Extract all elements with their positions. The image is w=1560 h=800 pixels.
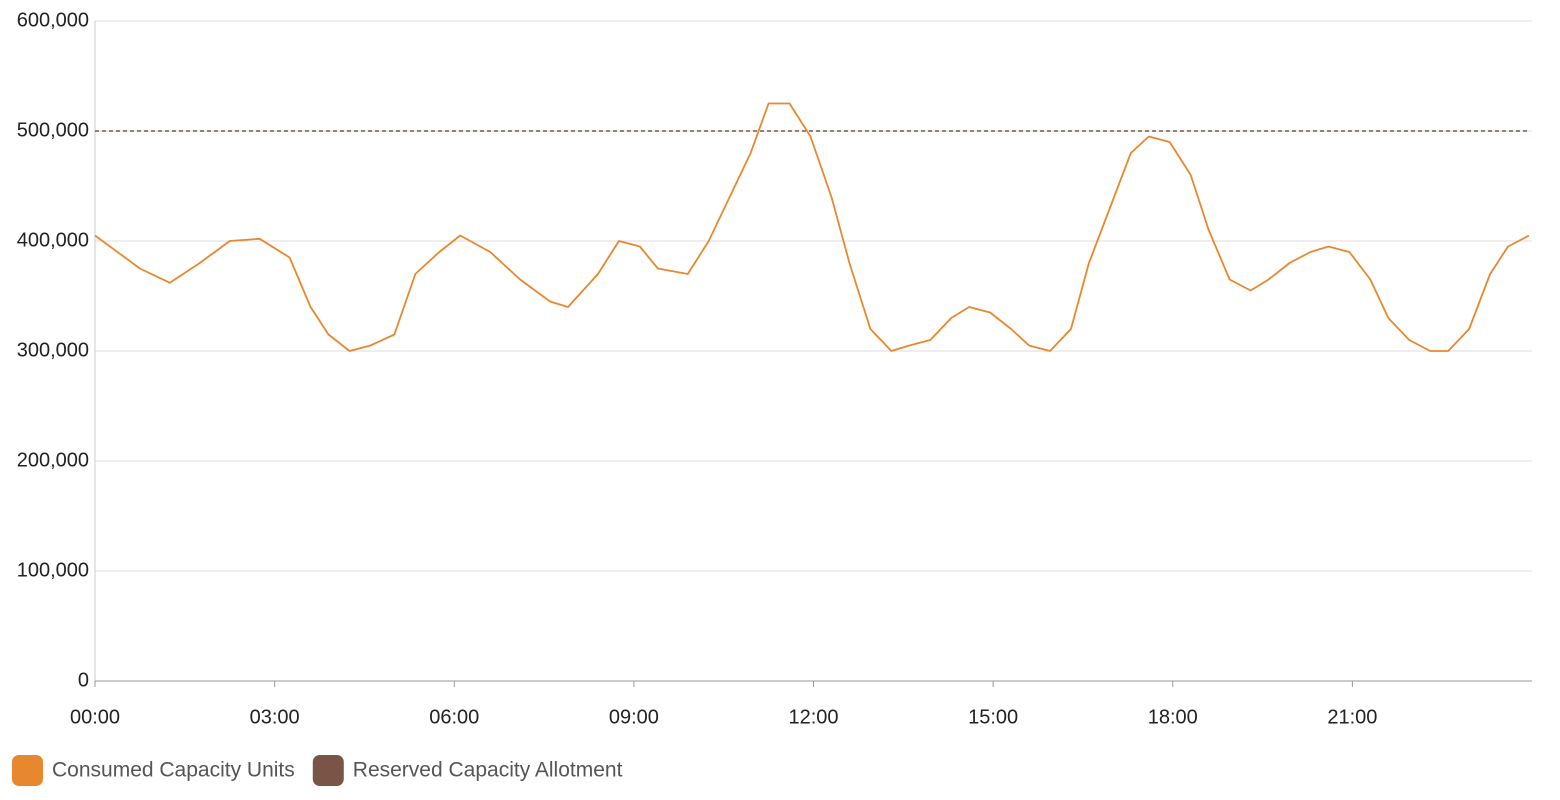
x-tick-label: 03:00 [250, 706, 300, 728]
legend-swatch [312, 755, 344, 786]
x-tick-label: 09:00 [609, 706, 659, 728]
x-tick-label: 12:00 [788, 706, 838, 728]
x-tick-label: 00:00 [70, 706, 120, 728]
y-tick-label: 300,000 [17, 339, 89, 361]
y-tick-label: 600,000 [17, 9, 89, 31]
legend-label: Reserved Capacity Allotment [353, 759, 623, 782]
y-tick-label: 0 [78, 669, 89, 691]
x-tick-label: 18:00 [1148, 706, 1198, 728]
y-tick-label: 400,000 [17, 229, 89, 251]
x-tick-label: 15:00 [968, 706, 1018, 728]
legend-label: Consumed Capacity Units [52, 759, 295, 782]
x-tick-label: 06:00 [429, 706, 479, 728]
legend-swatch [12, 755, 43, 786]
series-line [94, 102, 1530, 352]
y-tick-label: 100,000 [17, 559, 89, 581]
y-tick-label: 200,000 [17, 449, 89, 471]
x-tick-label: 21:00 [1327, 706, 1377, 728]
y-tick-label: 500,000 [17, 119, 89, 141]
